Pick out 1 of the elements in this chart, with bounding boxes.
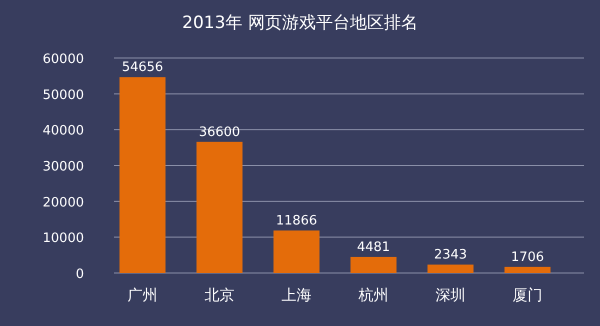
title: 2013年 网页游戏平台地区排名 xyxy=(182,13,418,33)
